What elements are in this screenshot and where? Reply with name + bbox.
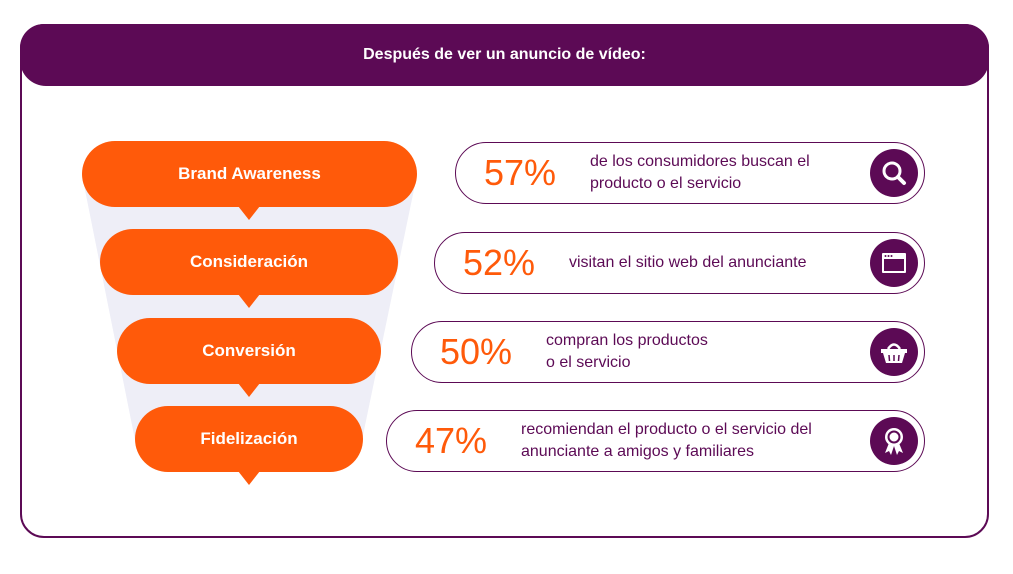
shopping-basket-icon (870, 328, 918, 376)
stat-description: visitan el sitio web del anunciante (569, 254, 807, 271)
stat-card-purchase: 50% compran los productos o el servicio (411, 321, 925, 383)
stat-card-search: 57% de los consumidores buscan el produc… (455, 142, 925, 204)
funnel-arrow (238, 294, 260, 308)
stat-description: compran los productos o el servicio (546, 332, 708, 371)
header-bar: Después de ver un anuncio de vídeo: (20, 24, 989, 86)
stat-description: de los consumidores buscan el producto o… (590, 153, 810, 192)
funnel-stage-conversion: Conversión (117, 318, 381, 384)
stat-card-website: 52% visitan el sitio web del anunciante (434, 232, 925, 294)
funnel-stage-label: Brand Awareness (178, 164, 321, 183)
stat-percent: 52% (463, 242, 536, 283)
stat-description: recomiendan el producto o el servicio de… (521, 421, 812, 460)
award-ribbon-icon (870, 417, 918, 465)
stat-percent: 57% (484, 152, 557, 193)
funnel-stage-label: Conversión (202, 341, 296, 360)
search-icon (870, 149, 918, 197)
funnel-arrow (238, 471, 260, 485)
stat-card-recommend: 47% recomiendan el producto o el servici… (386, 410, 925, 472)
funnel-arrow (238, 383, 260, 397)
stat-percent: 50% (440, 331, 513, 372)
browser-window-icon (870, 239, 918, 287)
funnel-stage-label: Fidelización (200, 429, 298, 448)
header-title: Después de ver un anuncio de vídeo: (363, 46, 646, 63)
funnel-stage-label: Consideración (189, 252, 309, 271)
funnel-arrow (238, 206, 260, 220)
funnel-stage-brand-awareness: Brand Awareness (82, 141, 417, 207)
funnel-stage-consideracion: Consideración (100, 229, 398, 295)
stat-percent: 47% (415, 420, 488, 461)
funnel-stage-fidelizacion: Fidelización (135, 406, 363, 472)
